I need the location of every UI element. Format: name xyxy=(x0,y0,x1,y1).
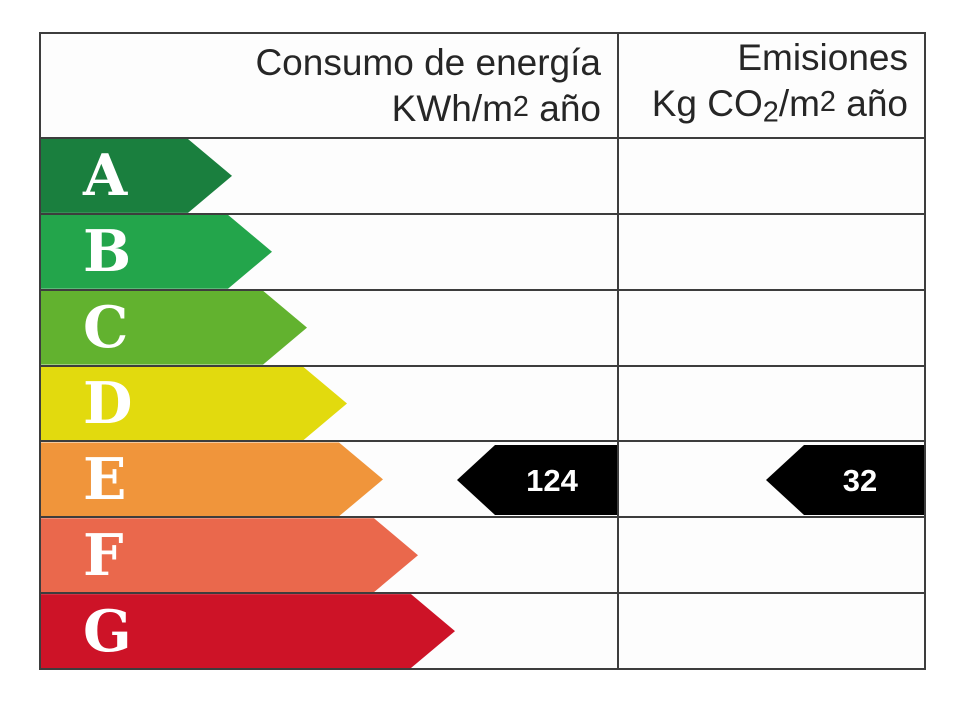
emissions-column-header: Emisiones Kg CO2/m2 año xyxy=(617,34,924,137)
rating-letter-g: G xyxy=(83,597,132,665)
consumption-unit-exponent: 2 xyxy=(512,90,529,123)
rating-rows: A B C D E F G xyxy=(41,137,924,668)
rating-row-g: G xyxy=(41,592,924,668)
rating-bar-d: D xyxy=(41,367,347,441)
emissions-unit-prefix: Kg CO xyxy=(651,83,763,125)
rating-letter-d: D xyxy=(83,370,133,437)
rating-row-a: A xyxy=(41,137,924,213)
emissions-unit-exponent: 2 xyxy=(819,86,836,119)
rating-row-b: B xyxy=(41,212,924,289)
rating-letter-f: F xyxy=(83,521,124,589)
rating-bar-c: C xyxy=(41,291,307,365)
emissions-value: 32 xyxy=(842,462,878,498)
rating-bar-e: E xyxy=(41,442,383,516)
rating-row-c: C xyxy=(41,288,924,365)
emissions-unit-mid: /m xyxy=(778,83,820,125)
emissions-header-title: Emisiones xyxy=(737,37,908,79)
table-header: Consumo de energía KWh/m2 año Emisiones … xyxy=(41,34,924,137)
rating-bar-g: G xyxy=(41,594,455,668)
emissions-unit-subscript: 2 xyxy=(762,96,779,129)
rating-bar-a: A xyxy=(41,139,232,213)
consumption-value: 124 xyxy=(526,462,578,498)
consumption-column-header: Consumo de energía KWh/m2 año xyxy=(41,34,617,137)
rating-letter-c: C xyxy=(83,294,129,362)
rating-bar-f: F xyxy=(41,518,418,592)
emissions-header-unit: Kg CO2/m2 año xyxy=(617,80,908,135)
emissions-value-arrow: 32 xyxy=(766,445,924,515)
rating-letter-b: B xyxy=(83,218,132,286)
rating-table: Consumo de energía KWh/m2 año Emisiones … xyxy=(39,32,926,670)
consumption-header-title: Consumo de energía xyxy=(255,41,601,83)
emissions-unit-suffix: año xyxy=(835,83,908,125)
consumption-unit-prefix: KWh/m xyxy=(391,88,513,130)
consumption-unit-suffix: año xyxy=(528,88,601,130)
consumption-value-arrow: 124 xyxy=(457,445,617,515)
rating-bar-b: B xyxy=(41,215,272,289)
rating-letter-a: A xyxy=(83,142,128,210)
rating-letter-e: E xyxy=(83,445,127,513)
rating-row-e: E xyxy=(41,440,924,516)
column-divider xyxy=(617,34,619,668)
consumption-header-unit: KWh/m2 año xyxy=(41,85,601,131)
rating-row-d: D xyxy=(41,364,924,441)
rating-row-f: F xyxy=(41,516,924,592)
